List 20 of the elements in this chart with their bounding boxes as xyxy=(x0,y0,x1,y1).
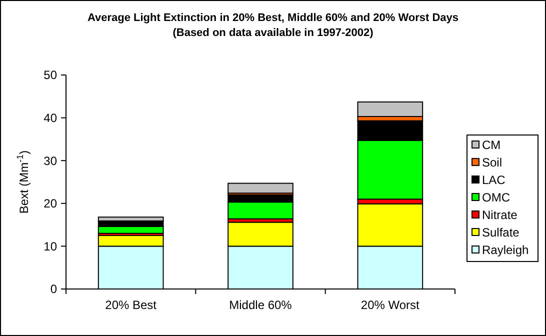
chart-subtitle: (Based on data available in 1997-2002) xyxy=(172,27,374,39)
legend-label: Nitrate xyxy=(482,208,518,222)
x-tick-label: 20% Best xyxy=(105,298,158,312)
x-tick-label: Middle 60% xyxy=(229,298,292,312)
y-tick-label: 20 xyxy=(44,196,58,211)
bar xyxy=(228,182,294,194)
legend-label: Rayleigh xyxy=(482,243,529,258)
y-tick-label: 0 xyxy=(50,282,58,296)
legend-label: CM xyxy=(482,138,501,152)
x-tick-label: 20% Worst xyxy=(360,298,420,312)
legend-label: Soil xyxy=(482,156,502,170)
legend-label: LAC xyxy=(482,173,506,188)
y-tick-label: 50 xyxy=(44,68,58,82)
chart-title: Average Light Extinction in 20% Best, Middle 60% and 20% Worst Days xyxy=(87,12,459,24)
y-tick-label: 10 xyxy=(44,239,58,254)
legend-label: OMC xyxy=(482,190,510,205)
legend-label: Sulfate xyxy=(482,226,520,240)
y-tick-label: 40 xyxy=(44,111,58,125)
bar xyxy=(357,101,424,118)
y-tick-label: 30 xyxy=(44,154,58,168)
